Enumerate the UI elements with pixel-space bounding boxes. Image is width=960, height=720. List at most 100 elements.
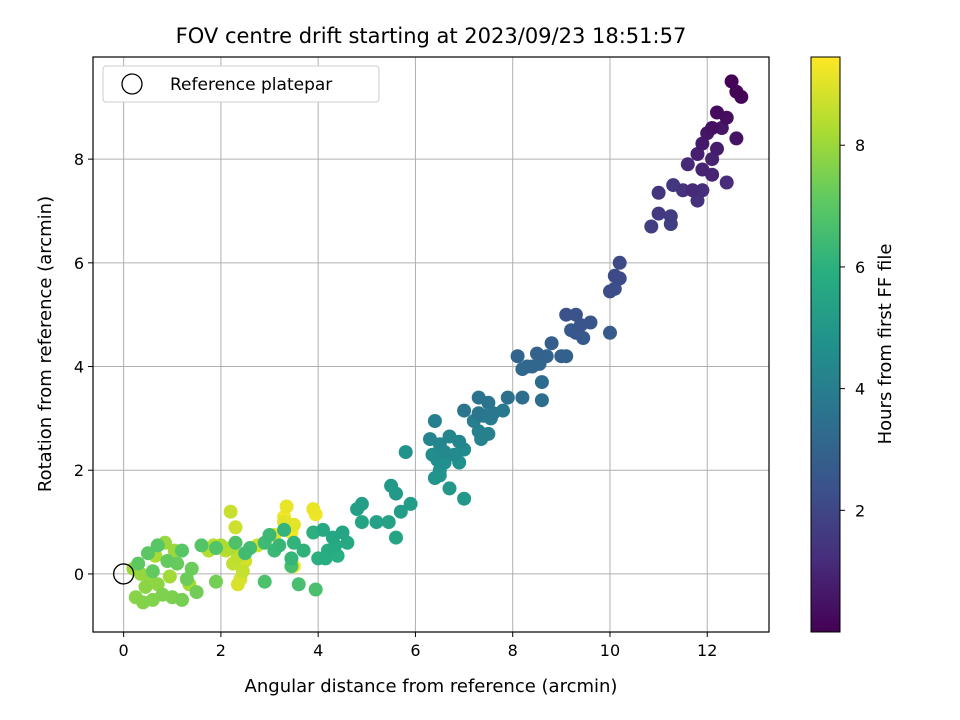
data-point — [651, 206, 666, 221]
colorbar-tick-label: 8 — [855, 136, 865, 155]
data-point — [515, 390, 530, 405]
data-point — [162, 569, 177, 584]
data-point — [690, 147, 705, 161]
data-point — [457, 491, 472, 506]
data-point — [335, 525, 350, 540]
data-point — [179, 572, 194, 587]
x-tick-label: 10 — [600, 641, 620, 660]
colorbar-label: Hours from first FF file — [875, 244, 896, 445]
data-point — [568, 307, 583, 322]
data-point — [381, 515, 396, 530]
plot-frame — [92, 56, 770, 633]
data-point — [393, 504, 408, 519]
data-point — [695, 162, 710, 177]
data-point — [534, 393, 549, 408]
data-point — [530, 346, 544, 361]
data-point — [369, 515, 384, 530]
data-point — [228, 535, 243, 550]
data-point — [286, 535, 301, 550]
y-tick-label: 8 — [74, 150, 84, 169]
data-point — [710, 141, 724, 156]
data-point — [175, 543, 189, 558]
reference-platepar-marker — [112, 563, 135, 585]
data-point — [442, 429, 457, 444]
chart-title: FOV centre drift starting at 2023/09/23 … — [176, 24, 687, 48]
y-tick-label: 0 — [74, 565, 84, 584]
data-point — [238, 546, 253, 561]
data-point — [189, 585, 204, 600]
data-point — [398, 445, 413, 460]
x-tick-label: 12 — [697, 641, 717, 660]
data-point — [209, 541, 223, 555]
data-point — [279, 499, 294, 514]
x-tick-label: 4 — [313, 641, 323, 660]
data-point — [534, 375, 549, 390]
legend-box — [102, 65, 380, 103]
data-point — [663, 209, 678, 224]
data-point — [296, 543, 311, 558]
data-point — [705, 121, 720, 135]
data-point — [442, 481, 457, 496]
legend-reference-marker — [121, 73, 143, 95]
data-point — [257, 574, 272, 589]
data-point — [603, 284, 617, 299]
data-point — [223, 504, 238, 519]
data-point — [209, 574, 223, 589]
data-point — [603, 325, 617, 340]
data-point — [160, 554, 175, 568]
data-point — [235, 564, 250, 579]
data-point — [138, 579, 153, 594]
y-tick-label: 6 — [74, 254, 84, 273]
data-point — [272, 538, 287, 553]
data-point — [284, 551, 299, 566]
plot-points — [126, 74, 749, 610]
data-point — [291, 577, 306, 592]
x-axis-label: Angular distance from reference (arcmin) — [245, 676, 618, 697]
data-point — [384, 478, 399, 493]
data-point — [471, 406, 486, 421]
data-point — [695, 183, 710, 198]
data-point — [724, 74, 739, 89]
data-point — [651, 185, 666, 200]
data-point — [644, 219, 659, 234]
y-axis-ticks: 0 2 4 6 8 — [74, 150, 93, 584]
data-point — [184, 561, 199, 576]
data-point — [559, 307, 574, 322]
data-point — [554, 349, 569, 364]
data-point — [685, 183, 700, 198]
legend-label-reference: Reference platepar — [170, 75, 332, 95]
colorbar-tick-label: 4 — [855, 380, 865, 399]
data-point — [525, 359, 540, 374]
data-point — [544, 336, 559, 351]
data-point — [228, 520, 243, 535]
data-point — [573, 318, 588, 333]
legend: Reference platepar — [102, 65, 380, 103]
x-tick-label: 2 — [216, 641, 226, 660]
y-axis-label: Rotation from reference (arcmin) — [35, 196, 56, 492]
data-point — [510, 349, 525, 364]
y-tick-label: 2 — [74, 461, 84, 480]
y-tick-label: 4 — [74, 358, 84, 377]
data-point — [427, 414, 442, 428]
data-point — [486, 406, 501, 421]
data-point — [277, 522, 292, 537]
x-tick-label: 0 — [119, 641, 129, 660]
data-point — [675, 183, 690, 198]
data-point — [719, 175, 734, 190]
data-point — [306, 502, 321, 517]
data-point — [710, 105, 724, 120]
data-point — [389, 530, 403, 545]
data-point — [695, 136, 710, 151]
data-point — [423, 432, 437, 447]
data-point — [145, 564, 160, 579]
colorbar-tick-label: 6 — [855, 258, 865, 277]
data-point — [194, 538, 209, 553]
x-axis-ticks: 0 2 4 6 8 10 12 — [119, 632, 717, 660]
colorbar-gradient — [810, 56, 841, 633]
data-point — [175, 592, 189, 607]
data-point — [316, 522, 330, 537]
data-point — [262, 528, 277, 542]
data-point — [471, 390, 486, 405]
data-point — [612, 255, 627, 270]
